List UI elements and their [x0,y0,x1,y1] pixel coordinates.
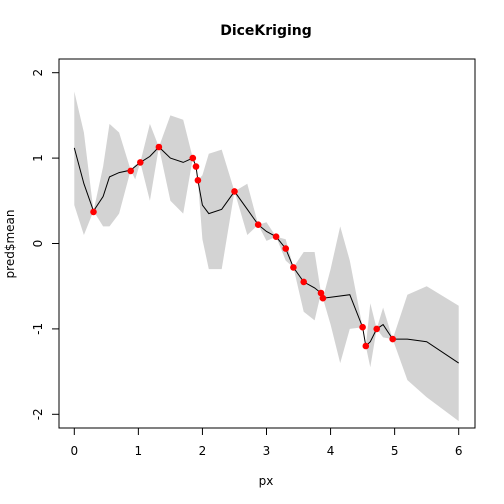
observation-point [359,323,366,331]
observation-point [254,221,262,228]
y-tick-label: -1 [31,323,45,335]
observation-point [300,278,308,286]
y-tick-label: 2 [31,69,45,77]
observation-point [189,154,197,162]
x-tick-label: 2 [199,444,207,458]
observation-point [389,335,397,343]
x-tick-label: 6 [455,444,463,458]
x-tick-label: 3 [263,444,271,458]
y-axis-label: pred$mean [3,210,17,279]
confidence-band-layer [74,91,459,422]
chart-title: DiceKriging [220,23,312,39]
observation-point [192,163,200,170]
x-axis: 0 1 2 3 4 5 6 [70,427,463,458]
confidence-band [74,91,459,422]
observation-point [194,177,202,184]
x-axis-label: px [259,474,274,488]
observation-point [362,342,370,350]
observation-point [127,167,134,175]
observation-point [373,325,381,333]
y-axis: -2 -1 0 1 2 [31,69,60,420]
observation-point [137,159,144,166]
x-tick-label: 0 [70,444,78,458]
observation-point [290,264,297,271]
x-tick-label: 1 [135,444,143,458]
y-tick-label: -2 [31,408,45,420]
observation-point [90,208,97,216]
y-tick-label: 1 [31,154,45,162]
observation-point [155,143,163,151]
observation-point [319,294,327,302]
observation-points-layer [90,143,397,350]
observation-point [317,289,325,297]
x-tick-label: 4 [327,444,335,458]
x-tick-label: 5 [391,444,399,458]
observation-point [282,245,290,252]
y-tick-label: 0 [31,240,45,248]
observation-point [231,188,238,195]
observation-point [272,233,280,240]
